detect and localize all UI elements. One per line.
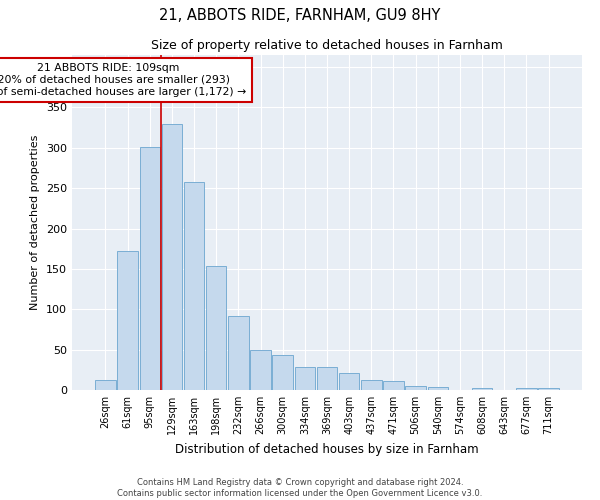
Bar — [161, 124, 182, 390]
Bar — [140, 147, 160, 390]
Bar — [206, 266, 226, 390]
Bar — [428, 387, 448, 390]
Bar — [272, 356, 293, 390]
Bar — [250, 350, 271, 390]
X-axis label: Distribution of detached houses by size in Farnham: Distribution of detached houses by size … — [175, 442, 479, 456]
Title: Size of property relative to detached houses in Farnham: Size of property relative to detached ho… — [151, 40, 503, 52]
Bar — [95, 380, 116, 390]
Bar — [228, 316, 248, 390]
Bar — [361, 380, 382, 390]
Text: 21 ABBOTS RIDE: 109sqm
← 20% of detached houses are smaller (293)
80% of semi-de: 21 ABBOTS RIDE: 109sqm ← 20% of detached… — [0, 64, 247, 96]
Bar — [516, 388, 536, 390]
Bar — [317, 368, 337, 390]
Bar — [383, 381, 404, 390]
Text: 21, ABBOTS RIDE, FARNHAM, GU9 8HY: 21, ABBOTS RIDE, FARNHAM, GU9 8HY — [160, 8, 440, 22]
Bar — [295, 368, 315, 390]
Text: Contains HM Land Registry data © Crown copyright and database right 2024.
Contai: Contains HM Land Registry data © Crown c… — [118, 478, 482, 498]
Y-axis label: Number of detached properties: Number of detached properties — [31, 135, 40, 310]
Bar — [118, 251, 138, 390]
Bar — [339, 373, 359, 390]
Bar — [472, 388, 493, 390]
Bar — [538, 388, 559, 390]
Bar — [406, 386, 426, 390]
Bar — [184, 182, 204, 390]
